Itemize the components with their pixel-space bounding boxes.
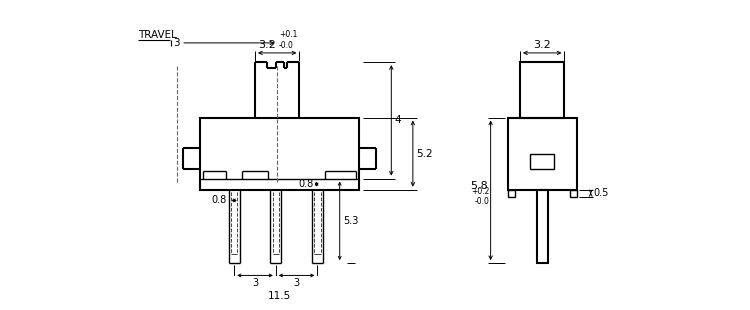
Bar <box>508 117 577 190</box>
Bar <box>537 190 548 263</box>
Text: 5.3: 5.3 <box>344 216 359 226</box>
Text: 0.8: 0.8 <box>211 195 226 206</box>
Bar <box>200 117 359 190</box>
Text: 3.2: 3.2 <box>258 40 276 50</box>
Text: TRAVEL: TRAVEL <box>138 30 177 40</box>
Text: 3.2: 3.2 <box>533 40 551 50</box>
Text: 5.8: 5.8 <box>470 181 488 191</box>
Text: 0.5: 0.5 <box>593 188 608 198</box>
Text: 0.8: 0.8 <box>298 179 314 189</box>
Text: +0.2
-0.0: +0.2 -0.0 <box>472 187 490 206</box>
Text: 3: 3 <box>173 38 180 48</box>
Bar <box>520 62 565 117</box>
Bar <box>570 190 577 197</box>
Text: 11.5: 11.5 <box>268 291 291 301</box>
Bar <box>508 190 515 197</box>
Text: 4: 4 <box>394 115 401 125</box>
Text: 3: 3 <box>252 278 258 288</box>
Text: +0.1
-0.0: +0.1 -0.0 <box>279 30 297 50</box>
Text: 3: 3 <box>293 278 300 288</box>
Bar <box>530 154 554 170</box>
Text: 5.2: 5.2 <box>416 148 433 159</box>
